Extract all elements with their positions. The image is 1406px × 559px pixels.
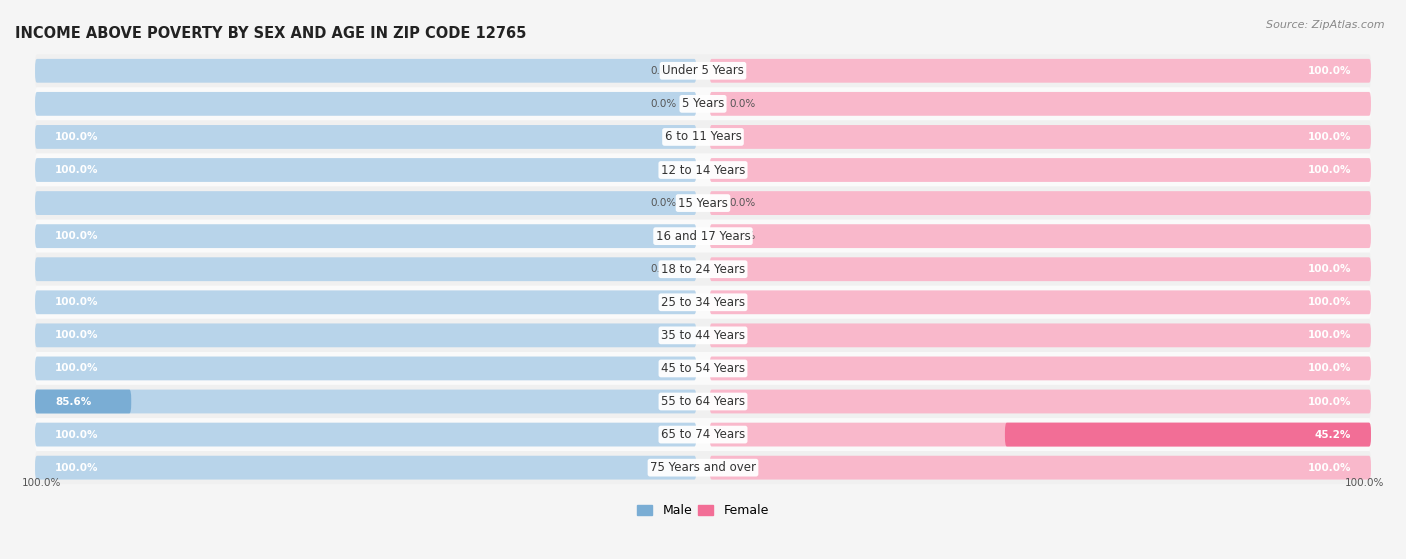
FancyBboxPatch shape — [35, 125, 696, 149]
Text: 0.0%: 0.0% — [730, 198, 756, 208]
Text: Under 5 Years: Under 5 Years — [662, 64, 744, 77]
Text: 12 to 14 Years: 12 to 14 Years — [661, 163, 745, 177]
Text: 16 and 17 Years: 16 and 17 Years — [655, 230, 751, 243]
FancyBboxPatch shape — [35, 257, 696, 281]
FancyBboxPatch shape — [35, 352, 1371, 385]
Text: 0.0%: 0.0% — [650, 198, 676, 208]
FancyBboxPatch shape — [35, 357, 696, 380]
Text: Source: ZipAtlas.com: Source: ZipAtlas.com — [1267, 20, 1385, 30]
Text: 100.0%: 100.0% — [1308, 66, 1351, 76]
Text: 0.0%: 0.0% — [730, 99, 756, 109]
Text: 85.6%: 85.6% — [55, 396, 91, 406]
Text: 18 to 24 Years: 18 to 24 Years — [661, 263, 745, 276]
FancyBboxPatch shape — [35, 54, 1371, 87]
FancyBboxPatch shape — [710, 59, 1371, 83]
Text: 100.0%: 100.0% — [55, 132, 98, 142]
FancyBboxPatch shape — [710, 191, 1371, 215]
FancyBboxPatch shape — [35, 456, 696, 480]
Text: 100.0%: 100.0% — [55, 363, 98, 373]
Text: 0.0%: 0.0% — [730, 231, 756, 241]
FancyBboxPatch shape — [35, 390, 696, 414]
Text: 35 to 44 Years: 35 to 44 Years — [661, 329, 745, 342]
FancyBboxPatch shape — [35, 87, 1371, 120]
FancyBboxPatch shape — [710, 390, 1371, 414]
FancyBboxPatch shape — [710, 158, 1371, 182]
Text: 5 Years: 5 Years — [682, 97, 724, 110]
FancyBboxPatch shape — [710, 92, 1371, 116]
Text: 45 to 54 Years: 45 to 54 Years — [661, 362, 745, 375]
Text: 100.0%: 100.0% — [1346, 478, 1385, 488]
FancyBboxPatch shape — [35, 385, 1371, 418]
FancyBboxPatch shape — [35, 224, 696, 248]
FancyBboxPatch shape — [35, 59, 696, 83]
Text: 100.0%: 100.0% — [55, 231, 98, 241]
FancyBboxPatch shape — [35, 92, 696, 116]
Text: 100.0%: 100.0% — [1308, 396, 1351, 406]
FancyBboxPatch shape — [710, 357, 1371, 380]
Text: 100.0%: 100.0% — [1308, 463, 1351, 473]
Text: 100.0%: 100.0% — [1308, 264, 1351, 274]
FancyBboxPatch shape — [35, 290, 696, 314]
FancyBboxPatch shape — [35, 390, 131, 414]
FancyBboxPatch shape — [35, 220, 1371, 253]
FancyBboxPatch shape — [710, 290, 1371, 314]
Text: 100.0%: 100.0% — [55, 297, 98, 307]
Text: 65 to 74 Years: 65 to 74 Years — [661, 428, 745, 441]
FancyBboxPatch shape — [35, 120, 1371, 154]
FancyBboxPatch shape — [35, 286, 1371, 319]
Text: 100.0%: 100.0% — [21, 478, 60, 488]
FancyBboxPatch shape — [35, 191, 696, 215]
FancyBboxPatch shape — [35, 324, 696, 347]
Text: 6 to 11 Years: 6 to 11 Years — [665, 130, 741, 144]
FancyBboxPatch shape — [35, 154, 1371, 187]
Text: 100.0%: 100.0% — [55, 330, 98, 340]
Text: 45.2%: 45.2% — [1315, 429, 1351, 439]
Text: 100.0%: 100.0% — [55, 429, 98, 439]
Text: INCOME ABOVE POVERTY BY SEX AND AGE IN ZIP CODE 12765: INCOME ABOVE POVERTY BY SEX AND AGE IN Z… — [15, 26, 526, 41]
Legend: Male, Female: Male, Female — [633, 500, 773, 523]
FancyBboxPatch shape — [710, 224, 1371, 248]
FancyBboxPatch shape — [710, 125, 1371, 149]
FancyBboxPatch shape — [710, 423, 1371, 447]
Text: 100.0%: 100.0% — [55, 165, 98, 175]
FancyBboxPatch shape — [710, 324, 1371, 347]
Text: 55 to 64 Years: 55 to 64 Years — [661, 395, 745, 408]
Text: 75 Years and over: 75 Years and over — [650, 461, 756, 474]
Text: 100.0%: 100.0% — [55, 463, 98, 473]
Text: 100.0%: 100.0% — [1308, 132, 1351, 142]
Text: 0.0%: 0.0% — [650, 99, 676, 109]
FancyBboxPatch shape — [35, 187, 1371, 220]
Text: 0.0%: 0.0% — [650, 66, 676, 76]
Text: 15 Years: 15 Years — [678, 197, 728, 210]
FancyBboxPatch shape — [710, 257, 1371, 281]
FancyBboxPatch shape — [1005, 423, 1371, 447]
FancyBboxPatch shape — [35, 253, 1371, 286]
FancyBboxPatch shape — [710, 456, 1371, 480]
FancyBboxPatch shape — [35, 319, 1371, 352]
Text: 100.0%: 100.0% — [1308, 330, 1351, 340]
FancyBboxPatch shape — [35, 451, 1371, 484]
FancyBboxPatch shape — [35, 158, 696, 182]
FancyBboxPatch shape — [35, 418, 1371, 451]
Text: 25 to 34 Years: 25 to 34 Years — [661, 296, 745, 309]
FancyBboxPatch shape — [35, 423, 696, 447]
Text: 100.0%: 100.0% — [1308, 297, 1351, 307]
Text: 100.0%: 100.0% — [1308, 363, 1351, 373]
Text: 0.0%: 0.0% — [650, 264, 676, 274]
Text: 100.0%: 100.0% — [1308, 165, 1351, 175]
